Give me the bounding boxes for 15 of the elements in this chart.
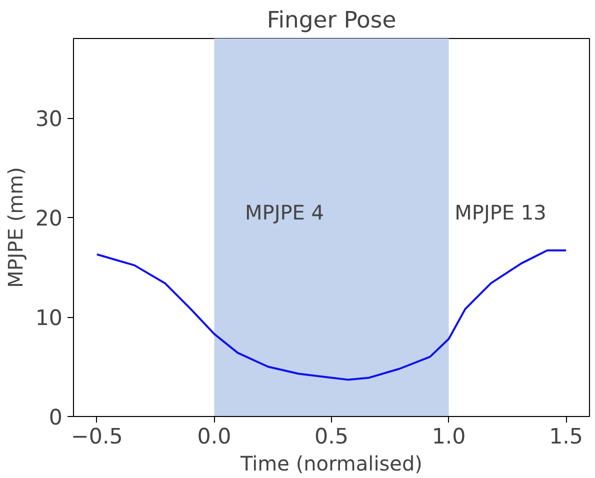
y-tick-label: 0: [48, 406, 63, 430]
y-tick-label: 10: [35, 306, 62, 332]
y-tick-label: 30: [35, 107, 62, 132]
y-axis-title: MPJPE (mm): [3, 167, 28, 288]
chart-title: Finger Pose: [266, 8, 396, 34]
x-tick-label: −0.5: [71, 424, 123, 450]
y-tick-label: 20: [35, 206, 62, 232]
x-tick-label: 1.0: [432, 424, 466, 450]
annotation: MPJPE 13: [454, 200, 546, 224]
annotation: MPJPE 4: [245, 200, 324, 224]
x-tick-label: 0.0: [197, 424, 232, 450]
x-tick-label: 1.5: [549, 424, 584, 450]
x-axis-title: Time (normalised): [240, 452, 422, 476]
x-tick-label: 0.5: [314, 424, 348, 450]
line-series: [96, 249, 568, 381]
